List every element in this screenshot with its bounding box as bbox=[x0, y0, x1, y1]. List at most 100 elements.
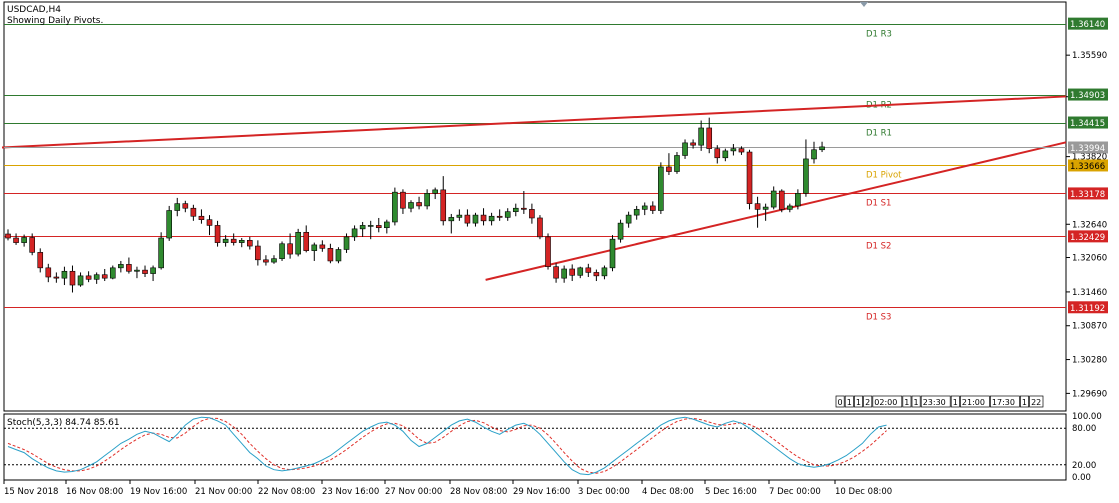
mini-label-box bbox=[950, 395, 960, 408]
candle-body bbox=[13, 237, 19, 243]
y-tick-label: 1.32060 bbox=[1072, 254, 1107, 264]
mini-scroll-labels: 0 1 1 2 02:00 1 1 23:30 1 21:00 17:30 1 22 bbox=[835, 395, 1044, 408]
x-tick-label: 21 Nov 00:00 bbox=[195, 487, 252, 497]
pivot-label: D1 S2 bbox=[866, 242, 891, 252]
candle-body bbox=[819, 146, 825, 151]
candle-body bbox=[464, 214, 471, 224]
y-tick-label: 1.35590 bbox=[1072, 51, 1107, 61]
mini-label: 2 bbox=[865, 398, 870, 407]
pivot-label: D1 R1 bbox=[866, 129, 892, 139]
x-tick-label: 22 Nov 08:00 bbox=[258, 487, 315, 497]
mini-label-box bbox=[960, 395, 990, 408]
candle-body bbox=[762, 206, 769, 210]
pivot-label: D1 R3 bbox=[866, 30, 892, 40]
candle-body bbox=[5, 233, 11, 239]
candle-body bbox=[714, 148, 721, 159]
pivot-label: D1 Pivot bbox=[866, 171, 902, 181]
mini-label: 1 bbox=[914, 398, 919, 407]
candle-body bbox=[658, 166, 664, 211]
candle-body bbox=[641, 205, 648, 210]
pivot-price-tag bbox=[1068, 159, 1108, 172]
candle-body bbox=[190, 207, 197, 217]
candle-body bbox=[585, 267, 592, 273]
candle-body bbox=[198, 215, 205, 220]
x-tick-label: 29 Nov 16:00 bbox=[513, 487, 570, 497]
x-tick-label: 10 Dec 08:00 bbox=[835, 487, 892, 497]
candle-body bbox=[504, 211, 511, 218]
candle-body bbox=[416, 202, 422, 207]
candle-body bbox=[577, 267, 584, 276]
candle-body bbox=[238, 240, 245, 243]
candle-body bbox=[311, 244, 318, 251]
mini-label-box bbox=[844, 395, 854, 408]
candle-body bbox=[706, 127, 713, 149]
candle-body bbox=[649, 205, 656, 211]
candle-body bbox=[21, 237, 27, 243]
candle-body bbox=[512, 207, 519, 212]
stochastic-level-label: 100.00 bbox=[1072, 412, 1102, 422]
pivot-price-tag bbox=[1068, 116, 1108, 129]
candle-body bbox=[625, 214, 632, 224]
pivot-price-tag bbox=[1068, 187, 1108, 200]
stochastic-level-label: 0.00 bbox=[1072, 473, 1091, 483]
mini-label: 1 bbox=[953, 398, 958, 407]
mini-label-box bbox=[1020, 395, 1029, 408]
x-tick-label: 19 Nov 16:00 bbox=[130, 487, 187, 497]
mini-label-box bbox=[1029, 395, 1044, 408]
candle-body bbox=[93, 274, 100, 280]
chart-shift-marker[interactable] bbox=[860, 2, 868, 7]
stochastic-level-label: 80.00 bbox=[1072, 424, 1096, 434]
pivot-price-tag-label: 1.34415 bbox=[1070, 119, 1105, 129]
trendline bbox=[485, 141, 1067, 281]
candle-body bbox=[448, 217, 455, 222]
candle-body bbox=[633, 209, 640, 216]
candle-body bbox=[359, 225, 366, 230]
x-tick-label: 7 Dec 00:00 bbox=[769, 487, 821, 497]
candle-body bbox=[811, 149, 817, 160]
candle-body bbox=[609, 238, 616, 269]
mini-label-box bbox=[854, 395, 863, 408]
pivot-price-tag-label: 1.36140 bbox=[1070, 20, 1105, 30]
candle-body bbox=[69, 270, 76, 286]
candle-body bbox=[118, 264, 124, 269]
x-tick-label: 23 Nov 16:00 bbox=[322, 487, 379, 497]
candle-body bbox=[803, 158, 809, 194]
candle-body bbox=[174, 203, 181, 211]
candle-body bbox=[537, 217, 543, 238]
stochastic-label: Stoch(5,3,3) 84.74 85.61 bbox=[7, 418, 120, 428]
pivot-price-tag bbox=[1068, 88, 1108, 101]
candle-body bbox=[255, 245, 261, 261]
mini-label: 1 bbox=[904, 398, 909, 407]
mini-label: 02:00 bbox=[874, 398, 897, 407]
candle-body bbox=[214, 225, 221, 243]
candle-body bbox=[263, 259, 269, 263]
chart-subtitle: Showing Daily Pivots. bbox=[7, 16, 103, 26]
mini-label-box bbox=[863, 395, 873, 408]
mini-label-box bbox=[835, 395, 845, 408]
x-tick-label: 15 Nov 2018 bbox=[4, 487, 58, 497]
y-tick-label: 1.31460 bbox=[1072, 288, 1107, 298]
y-tick-label: 1.33820 bbox=[1072, 153, 1107, 163]
candle-body bbox=[456, 214, 463, 218]
candle-body bbox=[384, 221, 390, 229]
trendline bbox=[1, 95, 1067, 149]
candle-body bbox=[529, 209, 535, 219]
candle-body bbox=[247, 240, 253, 247]
candle-body bbox=[295, 231, 301, 255]
candle-body bbox=[134, 269, 140, 272]
candle-body bbox=[666, 166, 672, 172]
candle-body bbox=[303, 231, 310, 251]
candle-body bbox=[690, 142, 696, 146]
candle-body bbox=[142, 269, 148, 274]
candle-body bbox=[45, 267, 52, 278]
pivot-price-tag-label: 1.34903 bbox=[1070, 91, 1105, 101]
candle-body bbox=[488, 215, 495, 222]
candle-body bbox=[29, 237, 35, 253]
mini-label-box bbox=[920, 395, 951, 408]
candle-body bbox=[682, 142, 688, 156]
candle-body bbox=[77, 275, 84, 286]
pivot-price-tag bbox=[1068, 17, 1108, 30]
candle-body bbox=[335, 249, 342, 262]
candle-body bbox=[166, 210, 172, 239]
candle-body bbox=[746, 151, 753, 204]
